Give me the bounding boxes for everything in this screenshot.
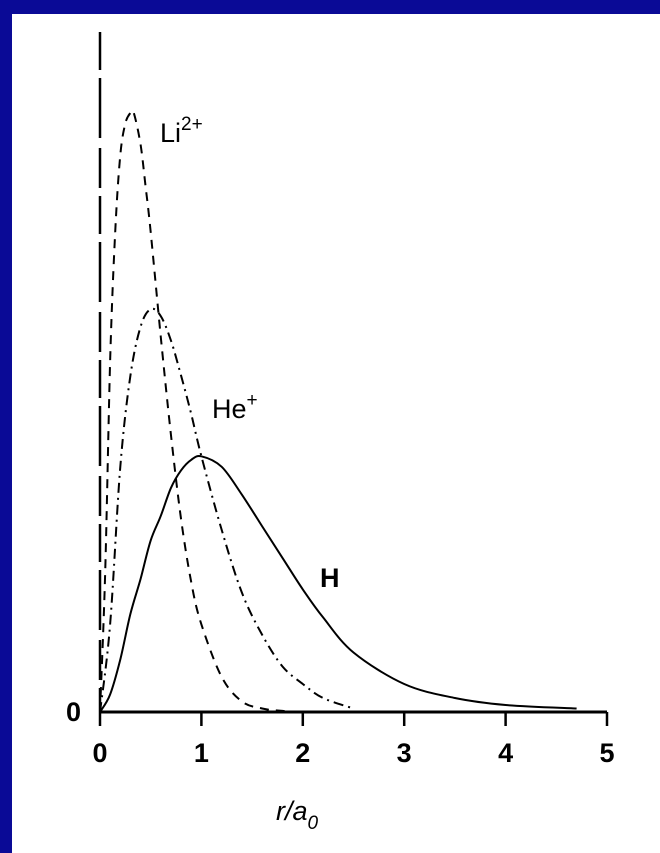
y-tick-label-zero: 0 bbox=[66, 697, 81, 727]
x-tick-label: 4 bbox=[498, 738, 513, 768]
x-tick-label: 1 bbox=[194, 738, 209, 768]
x-axis-label-subscript: 0 bbox=[308, 813, 319, 834]
series-label-he-name: He bbox=[212, 394, 247, 424]
x-tick-label: 2 bbox=[295, 738, 310, 768]
series-label-li-charge: 2+ bbox=[181, 114, 203, 135]
series-label-h: H bbox=[320, 563, 340, 593]
series-line-li bbox=[99, 109, 303, 713]
x-tick-label: 0 bbox=[92, 738, 107, 768]
x-axis-label-main: r/a bbox=[276, 796, 308, 826]
axes-group bbox=[98, 32, 607, 714]
series-label-he: He+ bbox=[212, 390, 258, 424]
series-label-li-name: Li bbox=[160, 118, 181, 148]
x-tick-label: 3 bbox=[397, 738, 412, 768]
x-axis-label: r/a0 bbox=[276, 796, 319, 834]
series-line-h bbox=[99, 455, 577, 713]
series-label-li: Li2+ bbox=[160, 114, 203, 148]
x-tick-label: 5 bbox=[599, 738, 614, 768]
x-ticks-group: 0 1 2 3 4 5 bbox=[92, 712, 615, 768]
series-line-he bbox=[99, 307, 354, 713]
curves-group bbox=[99, 109, 577, 713]
series-label-he-charge: + bbox=[247, 390, 258, 411]
